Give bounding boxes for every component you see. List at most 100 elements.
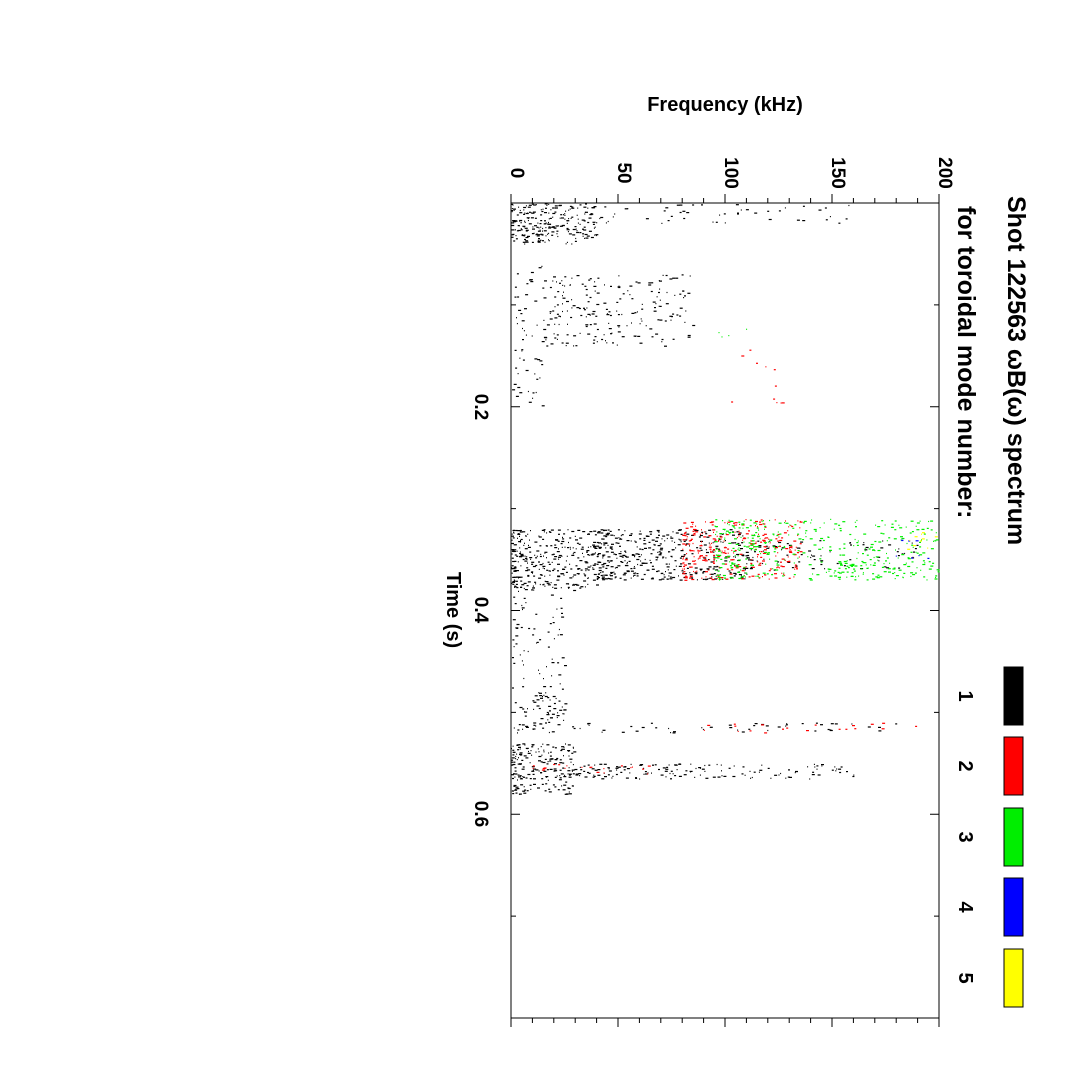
spectrum-point-n1 xyxy=(601,778,605,780)
spectrum-point-n1 xyxy=(630,577,632,579)
spectrum-point-n3 xyxy=(716,554,719,556)
spectrum-point-n2 xyxy=(683,555,685,557)
spectrum-point-n1 xyxy=(613,573,616,575)
spectrum-point-n3 xyxy=(926,579,928,581)
spectrum-point-n2 xyxy=(702,556,705,558)
freq-tick-label-0: 0 xyxy=(506,168,527,179)
spectrum-point-n1 xyxy=(560,587,562,589)
spectrum-point-n3 xyxy=(900,539,902,541)
spectrum-point-n3 xyxy=(829,575,833,577)
spectrum-point-n3 xyxy=(718,578,722,580)
spectrum-point-n1 xyxy=(519,775,522,777)
spectrum-point-n1 xyxy=(547,719,549,721)
spectrum-point-n1 xyxy=(650,290,653,293)
spectrum-point-n3 xyxy=(883,571,887,573)
spectrum-point-n2 xyxy=(711,524,714,526)
spectrum-point-n1 xyxy=(530,558,532,560)
spectrum-point-n1 xyxy=(544,585,546,587)
spectrum-point-n1 xyxy=(605,222,607,224)
spectrum-point-n3 xyxy=(749,525,752,527)
spectrum-point-n2 xyxy=(799,543,802,545)
spectrum-point-n2 xyxy=(854,728,857,730)
spectrum-point-n1 xyxy=(721,770,722,772)
spectrum-point-n1 xyxy=(513,646,515,648)
spectrum-point-n1 xyxy=(575,565,578,567)
spectrum-point-n1 xyxy=(702,572,705,574)
spectrum-point-n1 xyxy=(742,555,745,557)
spectrum-point-n1 xyxy=(745,551,749,553)
spectrum-point-n1 xyxy=(512,550,516,553)
spectrum-point-n3 xyxy=(897,557,899,559)
spectrum-point-n1 xyxy=(679,539,682,541)
spectrum-point-n1 xyxy=(554,556,558,558)
spectrum-point-n1 xyxy=(535,564,538,567)
spectrum-point-n3 xyxy=(727,555,731,557)
spectrum-point-n1 xyxy=(584,285,587,287)
spectrum-point-n1 xyxy=(670,215,673,217)
spectrum-point-n1 xyxy=(548,563,551,565)
spectrum-point-n1 xyxy=(852,775,855,778)
spectrum-point-n1 xyxy=(574,768,578,771)
spectrum-point-n1 xyxy=(534,695,538,697)
spectrum-point-n1 xyxy=(512,581,515,583)
spectrum-point-n2 xyxy=(734,531,736,533)
spectrum-point-n2 xyxy=(764,526,767,528)
spectrum-point-n3 xyxy=(842,554,846,556)
spectrum-point-n1 xyxy=(556,334,559,336)
spectrum-point-n1 xyxy=(680,550,684,552)
spectrum-point-n1 xyxy=(590,565,592,567)
spectrum-point-n1 xyxy=(575,237,577,240)
spectrum-point-n1 xyxy=(560,316,561,318)
spectrum-point-n3 xyxy=(873,562,876,564)
spectrum-point-n2 xyxy=(690,550,694,552)
spectrum-point-n1 xyxy=(715,547,718,549)
spectrum-point-n3 xyxy=(854,521,856,523)
spectrum-point-n1 xyxy=(668,551,671,553)
spectrum-point-n1 xyxy=(725,540,726,542)
spectrum-point-n1 xyxy=(538,692,540,694)
spectrum-point-n1 xyxy=(560,749,563,752)
spectrum-point-n1 xyxy=(512,583,515,585)
spectrum-point-n1 xyxy=(562,297,566,299)
spectrum-point-n3 xyxy=(915,551,917,553)
spectrum-point-n1 xyxy=(512,749,515,751)
spectrum-point-n1 xyxy=(583,309,586,311)
spectrum-point-n2 xyxy=(718,549,721,551)
spectrum-point-n1 xyxy=(528,544,529,546)
spectrum-point-n1 xyxy=(735,556,736,558)
spectrum-point-n1 xyxy=(578,543,581,545)
spectrum-point-n3 xyxy=(856,519,858,522)
spectrum-point-n1 xyxy=(616,310,618,312)
spectrum-point-n1 xyxy=(706,568,710,570)
spectrum-point-n2 xyxy=(620,765,623,767)
spectrum-point-n1 xyxy=(536,550,540,552)
spectrum-point-n1 xyxy=(576,542,579,544)
spectrum-point-n1 xyxy=(583,573,585,575)
spectrum-point-n1 xyxy=(674,294,676,296)
spectrum-point-n1 xyxy=(635,572,637,574)
spectrum-point-n1 xyxy=(511,761,514,763)
spectrum-point-n1 xyxy=(515,549,517,551)
spectrum-point-n1 xyxy=(522,225,526,227)
spectrum-point-n1 xyxy=(777,726,781,728)
spectrum-point-n1 xyxy=(555,759,557,761)
spectrum-point-n1 xyxy=(659,319,663,321)
spectrum-point-n3 xyxy=(754,546,758,548)
spectrum-point-n1 xyxy=(576,573,580,575)
spectrum-point-n1 xyxy=(605,551,609,553)
legend-swatch-4 xyxy=(1003,877,1024,937)
spectrum-point-n3 xyxy=(724,539,726,541)
spectrum-point-n1 xyxy=(561,746,565,748)
spectrum-point-n1 xyxy=(524,238,526,241)
spectrum-point-n3 xyxy=(866,579,869,581)
spectrum-point-n1 xyxy=(617,565,621,567)
spectrum-point-n1 xyxy=(661,572,664,574)
spectrum-point-n1 xyxy=(593,545,596,547)
spectrum-point-n1 xyxy=(558,558,560,560)
freq-tick-label-200: 200 xyxy=(934,157,955,189)
spectrum-point-n3 xyxy=(805,536,807,538)
spectrum-point-n1 xyxy=(513,544,517,546)
spectrum-point-n2 xyxy=(697,550,701,552)
spectrum-point-n1 xyxy=(514,569,517,572)
spectrum-point-n1 xyxy=(742,554,744,556)
